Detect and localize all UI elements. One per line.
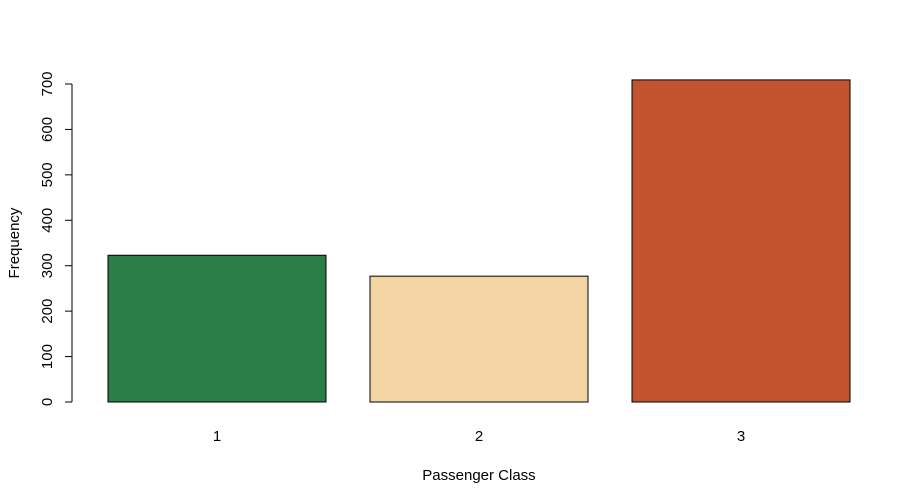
- y-tick-label: 700: [39, 71, 56, 96]
- y-axis: 0 100 200 300 400 500 600 700: [39, 71, 73, 406]
- y-tick-label: 200: [39, 299, 56, 324]
- y-tick-label: 400: [39, 208, 56, 233]
- x-tick-label: 1: [213, 428, 221, 445]
- x-tick-label: 2: [475, 428, 483, 445]
- x-tick-label: 3: [737, 428, 745, 445]
- y-tick-label: 600: [39, 117, 56, 142]
- y-tick-label: 0: [39, 398, 56, 406]
- bars: [107, 79, 851, 403]
- bar-class-2: [369, 275, 589, 403]
- bar-class-1: [107, 254, 327, 403]
- x-axis-title: Passenger Class: [422, 467, 535, 484]
- y-tick-label: 100: [39, 344, 56, 369]
- y-tick-label: 300: [39, 253, 56, 278]
- bar-class-3: [631, 79, 851, 403]
- y-tick-label: 500: [39, 162, 56, 187]
- y-axis-title: Frequency: [6, 207, 23, 278]
- x-tick-labels: 1 2 3: [213, 428, 745, 445]
